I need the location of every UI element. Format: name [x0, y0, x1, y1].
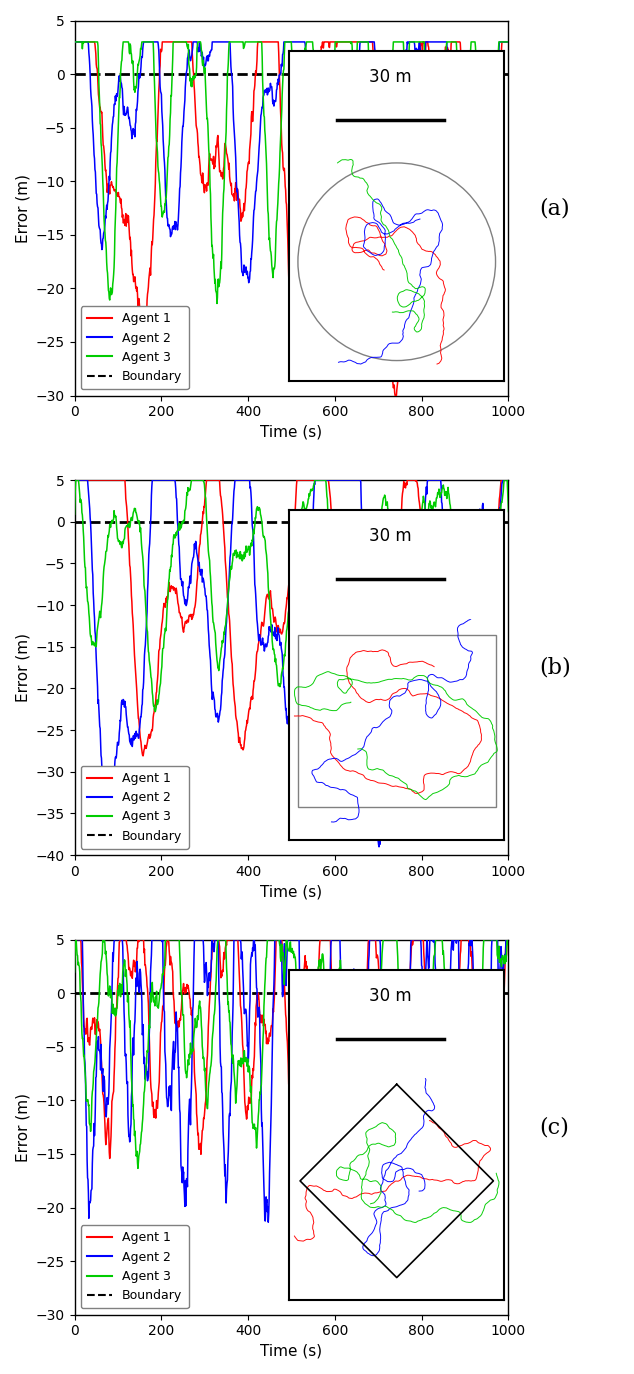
Text: (c): (c) — [539, 1116, 569, 1138]
Text: (a): (a) — [539, 196, 569, 218]
Text: (b): (b) — [539, 657, 571, 679]
Legend: Agent 1, Agent 2, Agent 3, Boundary: Agent 1, Agent 2, Agent 3, Boundary — [81, 1226, 188, 1308]
Y-axis label: Error (m): Error (m) — [15, 173, 30, 243]
Y-axis label: Error (m): Error (m) — [15, 633, 30, 702]
X-axis label: Time (s): Time (s) — [261, 1344, 323, 1359]
Y-axis label: Error (m): Error (m) — [15, 1092, 30, 1161]
Legend: Agent 1, Agent 2, Agent 3, Boundary: Agent 1, Agent 2, Agent 3, Boundary — [81, 765, 188, 849]
X-axis label: Time (s): Time (s) — [261, 425, 323, 440]
X-axis label: Time (s): Time (s) — [261, 885, 323, 900]
Legend: Agent 1, Agent 2, Agent 3, Boundary: Agent 1, Agent 2, Agent 3, Boundary — [81, 306, 188, 389]
